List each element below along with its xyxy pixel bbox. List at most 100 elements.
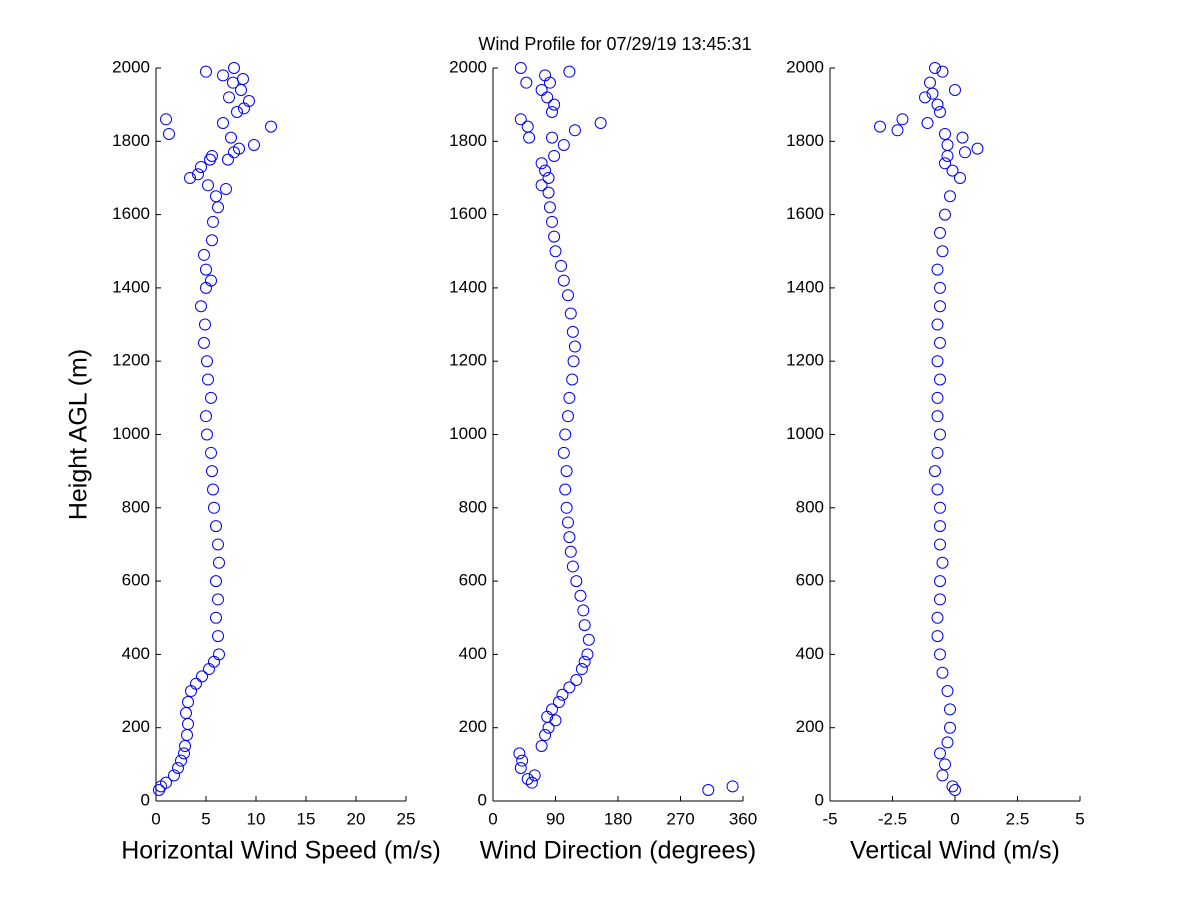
point [548,230,561,243]
y-tick-label: 2000 [786,57,824,76]
point [542,171,555,184]
point [956,131,969,144]
point [560,465,573,478]
point [520,76,533,89]
point [201,428,213,441]
point [514,113,527,126]
point [934,520,946,533]
point [931,483,944,496]
point [944,721,956,734]
x-tick-label: 0 [151,809,160,828]
point [568,340,581,353]
point [570,674,583,687]
point [231,105,243,118]
point [559,483,572,496]
point [195,300,207,313]
point [205,446,217,459]
point [578,655,591,668]
y-tick-label: 400 [796,644,824,663]
point [934,593,946,606]
x-tick-label: -5 [822,809,837,828]
point [546,215,559,228]
point [567,355,580,368]
point [198,336,210,349]
point [891,124,904,137]
point [178,747,190,760]
point [207,215,219,228]
y-tick-label: 0 [478,790,487,809]
point [564,545,577,558]
point [182,696,194,709]
point [926,87,939,100]
point [575,663,588,676]
point [934,281,946,294]
point [959,146,971,159]
x-tick-label: 25 [397,809,416,828]
point [934,373,946,386]
point [936,556,949,569]
point [562,516,574,529]
point [168,769,180,782]
point [225,131,237,144]
x-tick-label: 90 [546,809,565,828]
point [939,127,951,140]
point [946,164,959,177]
point [552,696,565,709]
point [546,105,559,118]
point [896,113,909,126]
y-tick-label: 800 [122,497,150,516]
x-axis-label: Horizontal Wind Speed (m/s) [121,837,441,865]
point [557,446,570,459]
x-tick-label: 270 [666,809,694,828]
point [546,703,559,716]
point [939,157,951,170]
point [919,91,931,104]
x-tick-label: 360 [729,809,757,828]
point [934,747,946,760]
point [726,780,739,793]
point [516,754,529,767]
point [200,410,212,423]
point [206,149,218,162]
point [931,98,944,111]
y-tick-label: 2000 [449,57,487,76]
point [934,501,946,514]
x-tick-label: 10 [247,809,266,828]
point [184,171,196,184]
y-tick-label: 200 [459,717,487,736]
point [212,630,224,643]
y-tick-label: 0 [141,790,150,809]
y-tick-label: 1600 [449,204,487,223]
point [200,65,212,78]
point [248,138,260,151]
point [577,604,590,617]
point [931,263,944,276]
point [944,703,956,716]
point [557,138,570,151]
point [206,465,218,478]
point [195,160,207,173]
point [198,248,210,261]
x-tick-label: 5 [1075,809,1084,828]
point [210,190,222,203]
y-tick-label: 1000 [786,424,824,443]
point [213,556,225,569]
y-tick-label: 1000 [112,424,150,443]
point [934,336,946,349]
y-axis-label: Height AGL (m) [65,349,93,520]
y-tick-label: 400 [122,644,150,663]
x-tick-label: 15 [297,809,316,828]
point [562,289,574,302]
point [206,234,218,247]
point [874,120,886,133]
point [574,589,587,602]
point [936,769,949,782]
point [199,318,211,331]
point [201,355,213,368]
point [172,762,184,775]
point [941,685,954,698]
point [560,501,573,514]
point [929,62,941,74]
point [192,168,204,181]
